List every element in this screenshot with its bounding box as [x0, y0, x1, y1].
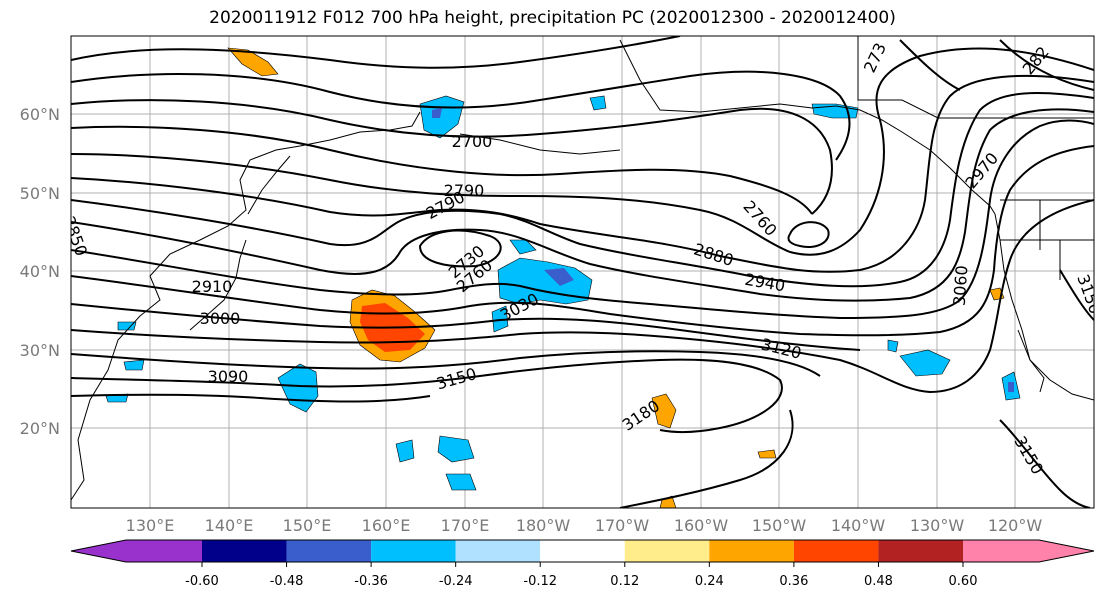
precip-negative-area: [509, 239, 537, 255]
colorbar-segment: [286, 540, 372, 562]
precip-negative-area: [123, 359, 145, 371]
precip-negative-area: [395, 439, 415, 463]
height-contour-low-closed: [787, 221, 830, 248]
colorbar-segment: [540, 540, 625, 562]
colorbar-segment: [709, 540, 794, 562]
longitude-label: 130°W: [910, 516, 965, 535]
precip-negative-area: [432, 108, 442, 118]
colorbar-segment: [624, 540, 710, 562]
precip-negative-area: [589, 95, 607, 111]
colorbar-outline: [70, 539, 1095, 563]
map-title: 2020011912 F012 700 hPa height, precipit…: [209, 8, 896, 28]
coastline-japan: [189, 239, 247, 331]
colorbar-tick-label: 0.60: [949, 574, 978, 589]
precip-negative-area: [117, 321, 137, 331]
precip-positive-area: [227, 47, 279, 77]
colorbar-segment: [793, 540, 879, 562]
contour-label: 3090: [208, 367, 249, 386]
precip-positive-area: [757, 449, 777, 459]
colorbar-segment: [202, 540, 287, 562]
longitude-label: 150°E: [283, 516, 332, 535]
colorbar-tick-label: 0.12: [610, 574, 639, 589]
map-frame: [70, 35, 1095, 509]
aleutian-islands: [459, 133, 621, 155]
latitude-label: 30°N: [20, 341, 60, 360]
colorbar-segment: [455, 540, 541, 562]
colorbar-extend-high: [963, 540, 1094, 562]
longitude-label: 140°W: [831, 516, 886, 535]
longitude-label: 160°W: [674, 516, 729, 535]
precip-positive-area: [651, 393, 677, 429]
latitude-label: 20°N: [20, 419, 60, 438]
precip-negative-area: [887, 339, 899, 353]
colorbar-tick-label: -0.48: [270, 574, 304, 589]
coastlines: [71, 36, 1094, 501]
latitude-label: 40°N: [20, 262, 60, 281]
longitude-label: 170°W: [595, 516, 650, 535]
latitude-label: 50°N: [20, 184, 60, 203]
longitude-label: 130°E: [126, 516, 175, 535]
longitude-label: 160°E: [362, 516, 411, 535]
colorbar-tick-label: 0.24: [695, 574, 724, 589]
colorbar-tick-label: 0.48: [864, 574, 893, 589]
latitude-labels: 60°N 50°N 40°N 30°N 20°N: [20, 105, 60, 438]
colorbar: [70, 539, 1095, 563]
longitude-label: 170°E: [441, 516, 490, 535]
contour-label: 2790: [444, 181, 485, 200]
precip-negative-area: [1008, 382, 1014, 392]
precip-negative-area: [445, 473, 477, 491]
coastline-north-america: [994, 213, 1094, 401]
coastline-kamchatka: [247, 155, 291, 215]
contour-label: 3000: [200, 309, 241, 328]
colorbar-ticks: -0.60 -0.48 -0.36 -0.24 -0.12 0.12 0.24 0.36 0.4…: [185, 562, 977, 589]
latitude-label: 60°N: [20, 105, 60, 124]
precip-negative-area: [437, 435, 475, 463]
colorbar-tick-label: -0.24: [439, 574, 473, 589]
height-contours: [71, 36, 1094, 508]
longitude-labels: 130°E 140°E 150°E 160°E 170°E 180°W 170°…: [126, 516, 1043, 535]
precip-negative-area: [544, 268, 574, 286]
contour-label: 2910: [192, 277, 233, 296]
colorbar-segment: [371, 540, 456, 562]
longitude-label: 140°E: [205, 516, 254, 535]
colorbar-segment: [878, 540, 963, 562]
coastline-asia: [71, 111, 421, 501]
longitude-label: 120°W: [988, 516, 1043, 535]
colorbar-tick-label: -0.12: [523, 574, 557, 589]
longitude-label: 150°W: [752, 516, 807, 535]
coastline-baja: [1017, 329, 1045, 393]
contour-label: 2700: [452, 132, 493, 151]
precip-shading: [105, 47, 1021, 508]
colorbar-tick-label: 0.36: [779, 574, 808, 589]
longitude-label: 180°W: [516, 516, 571, 535]
border-us-states: [1000, 199, 1094, 280]
contour-label: 3060: [950, 265, 972, 307]
map-panel: [71, 36, 1094, 508]
precip-negative-area: [899, 349, 951, 377]
colorbar-tick-label: -0.60: [185, 574, 219, 589]
coastline-alaska: [619, 39, 996, 215]
border-canada-us: [857, 36, 1094, 119]
colorbar-tick-label: -0.36: [354, 574, 388, 589]
colorbar-extend-low: [71, 540, 202, 562]
